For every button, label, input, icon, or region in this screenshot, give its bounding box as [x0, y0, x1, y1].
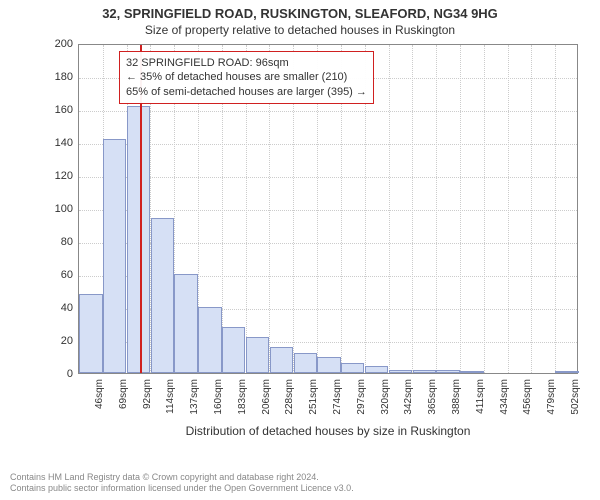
histogram-bar [103, 139, 126, 373]
y-tick-label: 20 [43, 335, 73, 347]
x-tick-label: 206sqm [261, 379, 272, 415]
x-tick-label: 342sqm [403, 379, 414, 415]
histogram-bar [246, 337, 269, 373]
gridline-h [79, 144, 577, 145]
histogram-bar [389, 370, 412, 373]
x-tick-label: 183sqm [237, 379, 248, 415]
gridline-v [412, 45, 413, 373]
x-tick-label: 160sqm [213, 379, 224, 415]
histogram-bar [341, 363, 364, 373]
plot-area: 32 SPRINGFIELD ROAD: 96sqm← 35% of detac… [78, 44, 578, 374]
x-axis-label: Distribution of detached houses by size … [78, 424, 578, 438]
x-tick-label: 320sqm [380, 379, 391, 415]
gridline-v [555, 45, 556, 373]
y-tick-label: 180 [43, 71, 73, 83]
y-tick-label: 100 [43, 203, 73, 215]
y-tick-label: 40 [43, 302, 73, 314]
gridline-v [460, 45, 461, 373]
gridline-v [531, 45, 532, 373]
x-tick-label: 388sqm [451, 379, 462, 415]
footer-line: Contains public sector information licen… [10, 483, 354, 494]
histogram-bar [127, 106, 150, 373]
histogram-bar [198, 307, 221, 373]
gridline-h [79, 177, 577, 178]
histogram-bar [460, 371, 483, 373]
gridline-v [508, 45, 509, 373]
y-tick-label: 120 [43, 170, 73, 182]
x-tick-label: 251sqm [308, 379, 319, 415]
x-tick-label: 274sqm [332, 379, 343, 415]
y-tick-label: 0 [43, 368, 73, 380]
x-tick-label: 228sqm [284, 379, 295, 415]
histogram-bar [151, 218, 174, 373]
histogram-bar [270, 347, 293, 373]
annotation-line: 65% of semi-detached houses are larger (… [126, 85, 367, 99]
x-tick-label: 502sqm [570, 379, 581, 415]
footer-attribution: Contains HM Land Registry data © Crown c… [10, 472, 354, 494]
x-tick-label: 137sqm [189, 379, 200, 415]
histogram-bar [79, 294, 102, 373]
y-tick-label: 80 [43, 236, 73, 248]
gridline-v [436, 45, 437, 373]
x-tick-label: 411sqm [475, 379, 486, 414]
annotation-line: 32 SPRINGFIELD ROAD: 96sqm [126, 56, 367, 70]
page-subtitle: Size of property relative to detached ho… [0, 21, 600, 37]
histogram-chart: Number of detached properties 32 SPRINGF… [48, 44, 578, 414]
x-tick-label: 456sqm [522, 379, 533, 415]
x-tick-label: 92sqm [142, 379, 153, 409]
page-title: 32, SPRINGFIELD ROAD, RUSKINGTON, SLEAFO… [0, 0, 600, 21]
gridline-v [484, 45, 485, 373]
histogram-bar [555, 371, 578, 373]
x-tick-label: 69sqm [118, 379, 129, 409]
x-tick-label: 434sqm [499, 379, 510, 415]
y-tick-label: 140 [43, 137, 73, 149]
histogram-bar [365, 366, 388, 373]
histogram-bar [317, 357, 340, 374]
gridline-h [79, 210, 577, 211]
x-tick-label: 114sqm [165, 379, 176, 414]
y-tick-label: 200 [43, 38, 73, 50]
gridline-v [389, 45, 390, 373]
histogram-bar [413, 370, 436, 373]
y-tick-label: 160 [43, 104, 73, 116]
annotation-line: ← 35% of detached houses are smaller (21… [126, 70, 367, 84]
annotation-box: 32 SPRINGFIELD ROAD: 96sqm← 35% of detac… [119, 51, 374, 104]
x-tick-label: 46sqm [94, 379, 105, 409]
y-tick-label: 60 [43, 269, 73, 281]
x-tick-label: 479sqm [546, 379, 557, 415]
histogram-bar [174, 274, 197, 373]
footer-line: Contains HM Land Registry data © Crown c… [10, 472, 354, 483]
histogram-bar [436, 370, 459, 373]
x-tick-label: 297sqm [356, 379, 367, 415]
histogram-bar [294, 353, 317, 373]
gridline-h [79, 111, 577, 112]
histogram-bar [222, 327, 245, 373]
x-tick-label: 365sqm [427, 379, 438, 415]
